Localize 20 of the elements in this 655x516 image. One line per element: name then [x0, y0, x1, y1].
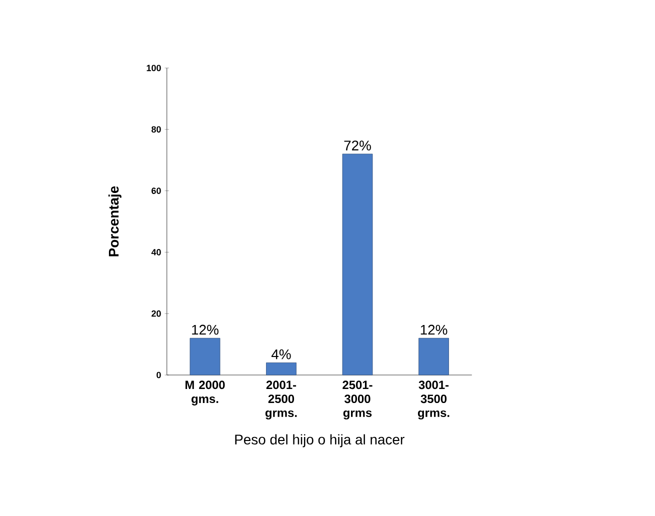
y-tick-label: 20	[152, 310, 161, 317]
bar	[342, 154, 373, 376]
x-tick-label: 2001-2500 grms.	[265, 380, 297, 420]
x-axis-title: Peso del hijo o hija al nacer	[235, 434, 404, 448]
x-tick-label: 3001-3500 grms.	[418, 380, 450, 420]
y-tick-label: 40	[151, 249, 161, 256]
data-label: 72%	[344, 140, 371, 150]
y-tick-label: 0	[156, 372, 161, 378]
y-tick-label: 100	[146, 64, 161, 72]
bar	[266, 362, 296, 376]
y-tick-label: 80	[152, 126, 161, 133]
data-label: 12%	[192, 324, 218, 335]
x-tick-label: M 2000 gms.	[186, 380, 225, 406]
y-axis-title: Porcentaje	[108, 186, 122, 256]
y-tick-label: 60	[152, 188, 161, 194]
data-label: 12%	[420, 324, 448, 335]
data-label: 4%	[271, 349, 291, 360]
bar	[190, 338, 220, 376]
x-tick-label: 2501-3000 grms	[342, 380, 372, 420]
bar	[418, 338, 449, 376]
